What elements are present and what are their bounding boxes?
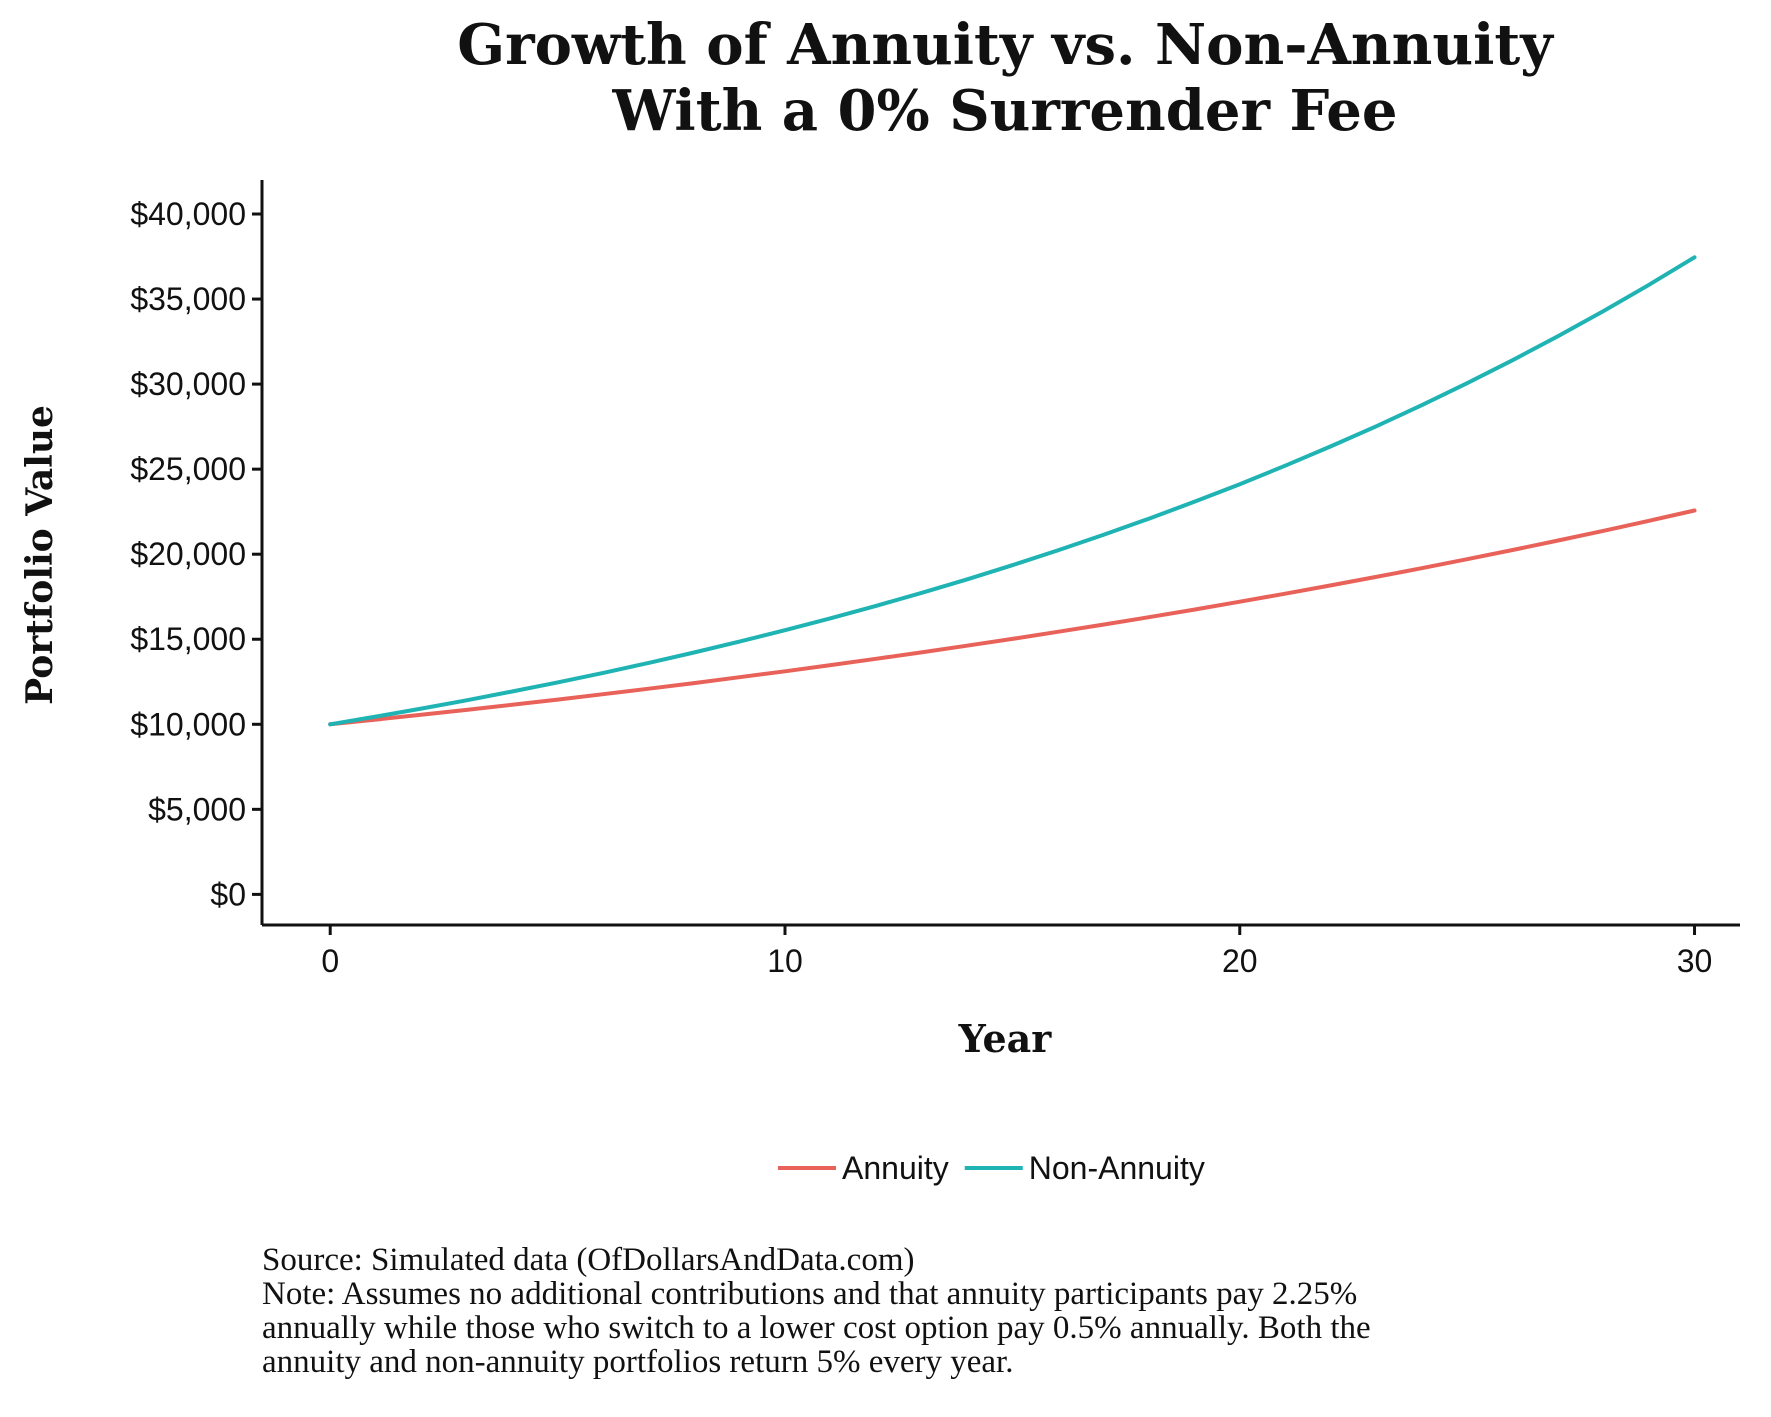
caption: Source: Simulated data (OfDollarsAndData… — [262, 1243, 1742, 1379]
title-line-1: Growth of Annuity vs. Non-Annuity — [457, 12, 1553, 78]
x-axis-label: Year — [958, 1016, 1053, 1061]
title-line-2: With a 0% Surrender Fee — [612, 78, 1398, 144]
legend-label-annuity: Annuity — [842, 1150, 949, 1186]
legend: Annuity Non-Annuity — [778, 1150, 1205, 1186]
x-tick-label: 10 — [767, 943, 803, 979]
y-tick-label: $15,000 — [130, 621, 246, 657]
y-tick-label: $35,000 — [130, 281, 246, 317]
y-tick-label: $25,000 — [130, 451, 246, 487]
y-tick-label: $20,000 — [130, 536, 246, 572]
y-tick-label: $30,000 — [130, 366, 246, 402]
y-tick-label: $0 — [210, 876, 246, 912]
x-tick-label: 20 — [1222, 943, 1258, 979]
legend-label-non-annuity: Non-Annuity — [1029, 1150, 1205, 1186]
y-tick-label: $10,000 — [130, 706, 246, 742]
caption-note-line-3: annuity and non-annuity portfolios retur… — [262, 1344, 1014, 1380]
series-line-annuity — [328, 508, 1697, 727]
series-line-non-annuity — [328, 255, 1697, 727]
caption-source: Source: Simulated data (OfDollarsAndData… — [262, 1242, 915, 1278]
caption-note-line-1: Note: Assumes no additional contribution… — [262, 1276, 1358, 1312]
y-tick-label: $5,000 — [148, 791, 246, 827]
y-tick-label: $40,000 — [130, 196, 246, 232]
caption-note-line-2: annually while those who switch to a low… — [262, 1310, 1371, 1346]
x-tick-label: 30 — [1677, 943, 1713, 979]
y-axis-label: Portfolio Value — [19, 405, 61, 705]
chart-title: Growth of Annuity vs. Non-Annuity With a… — [0, 12, 1771, 144]
axes: $0 $5,000 $10,000 $15,000 $20,000 $25,000 $30,… — [130, 180, 1740, 979]
series-layer — [328, 255, 1697, 727]
x-tick-label: 0 — [321, 943, 339, 979]
